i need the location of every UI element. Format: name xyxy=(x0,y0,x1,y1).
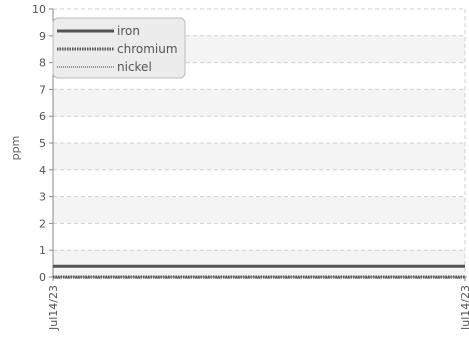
series-lines xyxy=(53,264,465,279)
x-tick-labels: Jul14/23 Jul14/23 xyxy=(47,285,469,331)
y-tick-label: 8 xyxy=(39,57,46,70)
plot-band xyxy=(53,89,465,117)
y-tick-label: 9 xyxy=(39,30,46,43)
y-tick-label: 7 xyxy=(39,83,46,96)
plot-band xyxy=(53,250,465,277)
x-tick-label: Jul14/23 xyxy=(459,285,469,331)
legend: iron chromium nickel xyxy=(52,17,186,79)
legend-label-nickel: nickel xyxy=(117,60,152,74)
y-tick-label: 0 xyxy=(39,271,46,284)
plot-band xyxy=(53,143,465,170)
plot-band xyxy=(53,196,465,224)
y-tick-label: 2 xyxy=(39,217,46,230)
y-tick-label: 5 xyxy=(39,137,46,150)
y-tick-label: 1 xyxy=(39,244,46,257)
y-tick-label: 4 xyxy=(39,164,46,177)
legend-box xyxy=(52,17,186,79)
y-tick-label: 10 xyxy=(32,3,46,16)
legend-label-chromium: chromium xyxy=(117,42,178,56)
y-axis-label: ppm xyxy=(9,136,22,161)
x-tick-label: Jul14/23 xyxy=(47,285,60,331)
y-tick-labels: 0 1 2 3 4 5 6 7 8 9 10 xyxy=(32,3,46,284)
y-tick-label: 3 xyxy=(39,191,46,204)
legend-label-iron: iron xyxy=(117,24,140,38)
y-tick-label: 6 xyxy=(39,110,46,123)
